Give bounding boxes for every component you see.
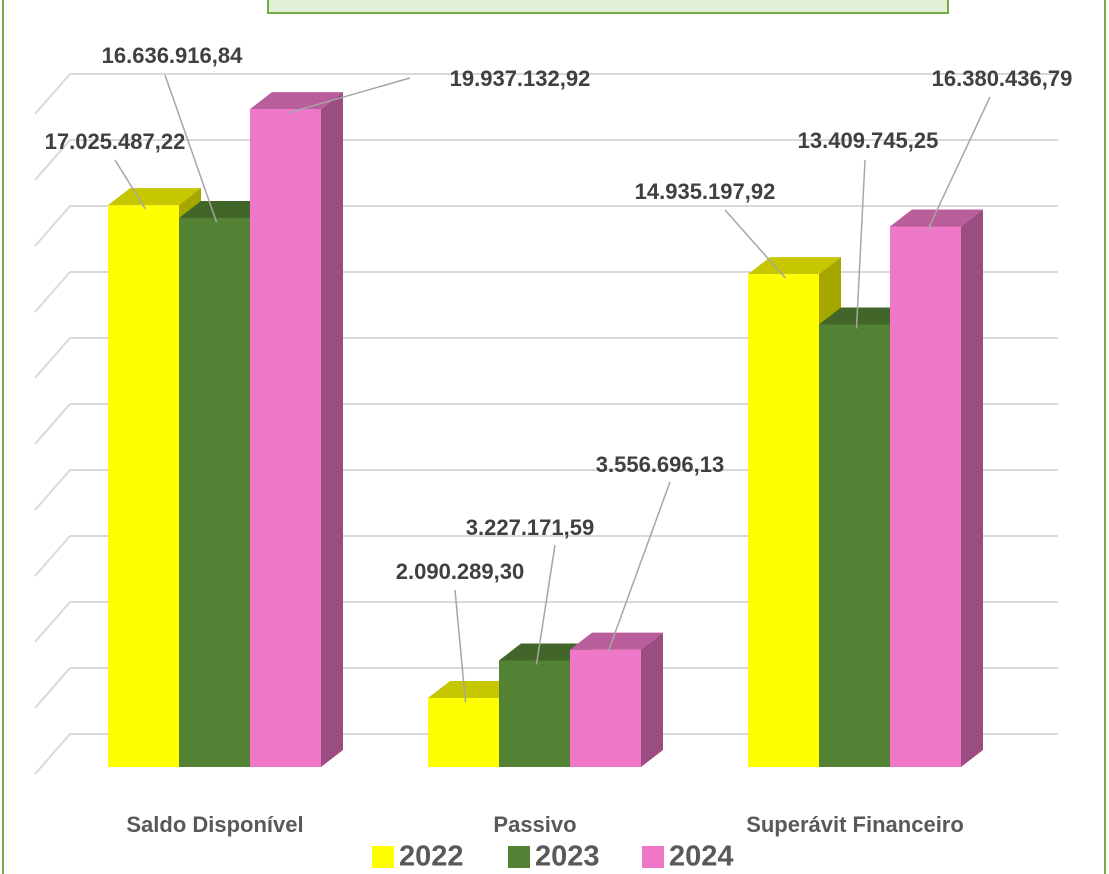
legend-swatch: [508, 846, 530, 868]
value-label: 13.409.745,25: [798, 128, 939, 153]
bar: [819, 324, 890, 767]
x-tick-label: Passivo: [493, 812, 576, 837]
grid-line-side: [34, 73, 71, 115]
bar: [499, 660, 570, 767]
leader-line: [535, 544, 556, 665]
bar: [250, 109, 321, 768]
bar-side: [961, 209, 983, 768]
bar-top: [250, 92, 343, 110]
legend-swatch: [372, 846, 394, 868]
bar-top: [819, 307, 912, 325]
grid-line-side: [34, 733, 71, 775]
grid-line-side: [34, 535, 71, 577]
legend-label: 2022: [399, 841, 464, 873]
bar-top: [428, 681, 521, 699]
bar: [890, 226, 961, 768]
grid-line-side: [34, 601, 71, 643]
grid-line-side: [34, 139, 71, 181]
grid-line-side: [34, 337, 71, 379]
bar: [108, 205, 179, 767]
bar: [570, 649, 641, 767]
grid-line-side: [34, 403, 71, 445]
value-label: 16.636.916,84: [102, 43, 243, 68]
leader-line: [454, 589, 467, 703]
grid-line-side: [34, 667, 71, 709]
title-box: [267, 0, 949, 14]
value-label: 3.227.171,59: [466, 515, 594, 540]
bar-top: [890, 209, 983, 227]
grid-line-side: [34, 271, 71, 313]
x-tick-label: Saldo Disponível: [126, 812, 303, 837]
bar-top: [570, 632, 663, 650]
bar-side: [321, 92, 343, 768]
leader-line: [926, 96, 991, 231]
bar-top: [499, 643, 592, 661]
leader-line: [114, 159, 147, 210]
bar: [428, 698, 499, 767]
bar: [748, 274, 819, 767]
value-label: 19.937.132,92: [450, 66, 591, 91]
x-tick-label: Superávit Financeiro: [746, 812, 964, 837]
leader-line: [606, 481, 671, 654]
leader-line: [855, 159, 866, 329]
value-label: 14.935.197,92: [635, 179, 776, 204]
grid-line-side: [34, 469, 71, 511]
leader-line: [164, 74, 218, 223]
legend-label: 2023: [535, 841, 600, 873]
leader-line: [724, 209, 787, 279]
legend-swatch: [642, 846, 664, 868]
leader-line: [287, 77, 411, 114]
bar-top: [108, 188, 201, 206]
legend-label: 2024: [669, 841, 734, 873]
value-label: 17.025.487,22: [45, 129, 186, 154]
bar: [179, 217, 250, 767]
value-label: 2.090.289,30: [396, 559, 524, 584]
value-label: 16.380.436,79: [932, 66, 1073, 91]
bar-top: [179, 200, 272, 218]
bar-side: [641, 632, 663, 767]
grid-line-side: [34, 205, 71, 247]
value-label: 3.556.696,13: [596, 452, 724, 477]
